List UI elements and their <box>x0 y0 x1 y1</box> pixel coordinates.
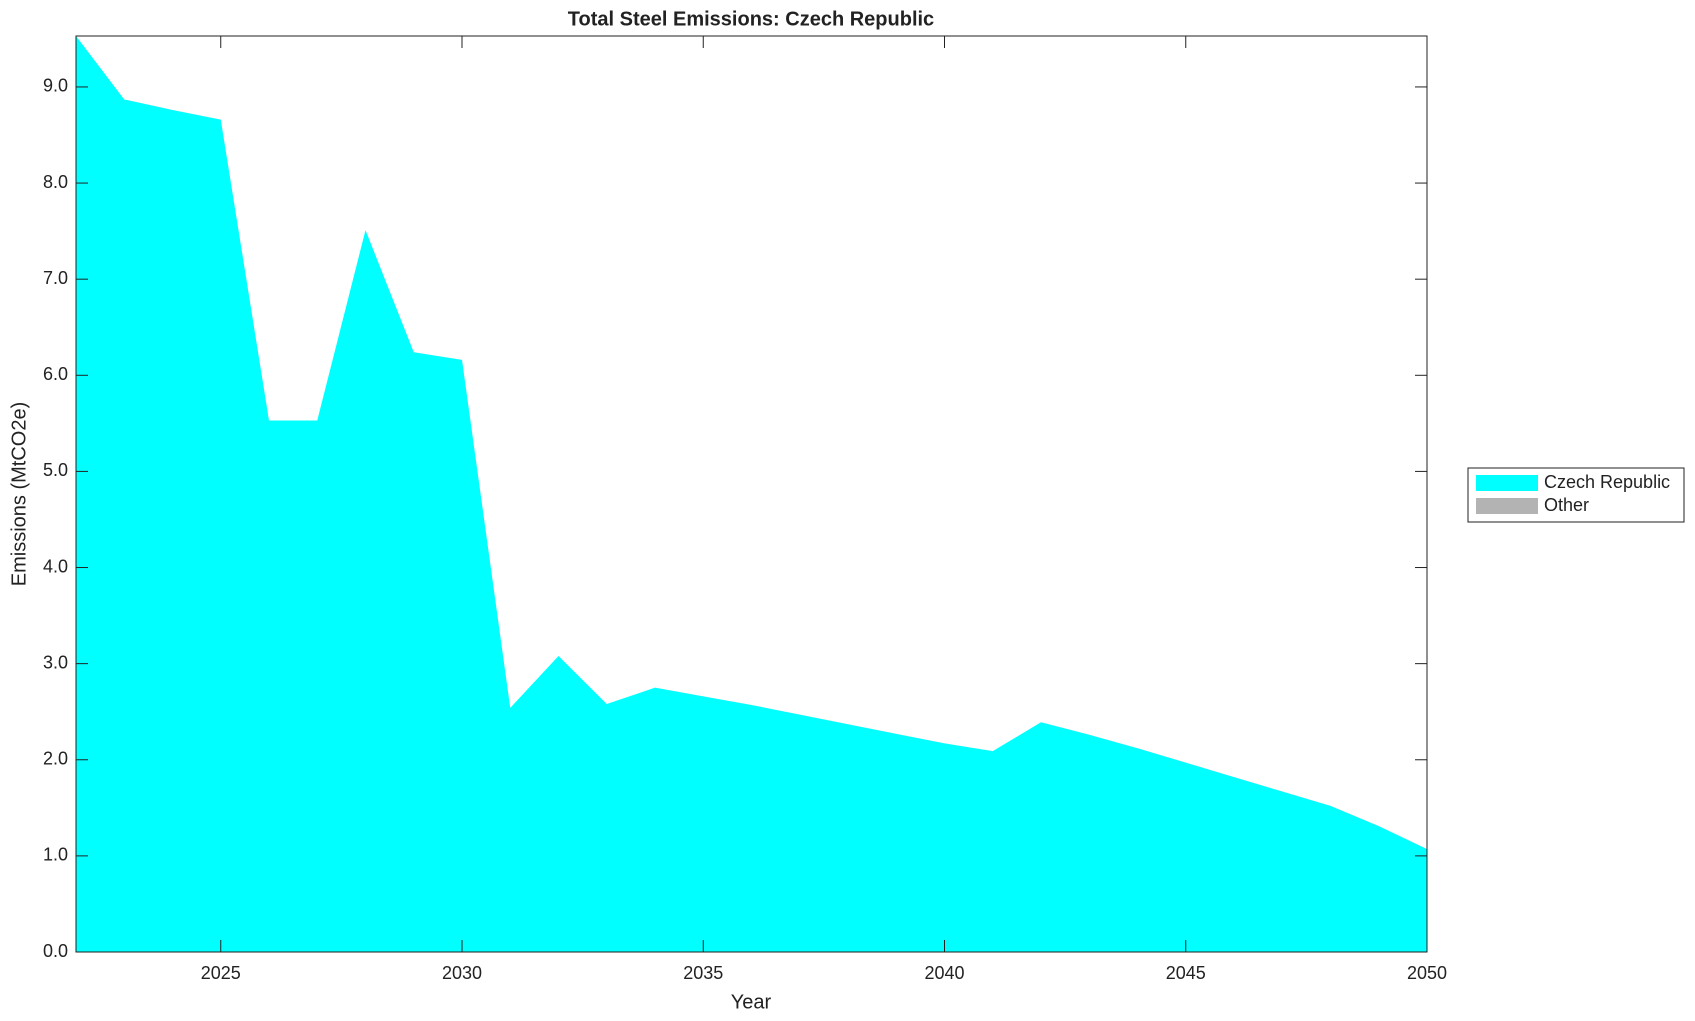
y-tick-label: 3.0 <box>43 652 68 672</box>
y-tick-label: 2.0 <box>43 749 68 769</box>
y-tick-label: 8.0 <box>43 172 68 192</box>
area <box>76 36 1427 952</box>
y-tick-label: 0.0 <box>43 941 68 961</box>
y-tick-label: 1.0 <box>43 845 68 865</box>
x-axis-label: Year <box>731 991 772 1013</box>
chart-title: Total Steel Emissions: Czech Republic <box>568 8 934 30</box>
x-tick-label: 2040 <box>924 963 964 983</box>
y-tick-label: 5.0 <box>43 460 68 480</box>
x-tick-label: 2050 <box>1407 963 1447 983</box>
y-tick-label: 9.0 <box>43 76 68 96</box>
legend-label: Other <box>1544 495 1589 515</box>
x-tick-label: 2030 <box>442 963 482 983</box>
legend-label: Czech Republic <box>1544 472 1670 492</box>
y-tick-label: 6.0 <box>43 364 68 384</box>
plot-frame <box>75 35 1428 953</box>
y-axis-label: Emissions (MtCO2e) <box>8 402 30 586</box>
y-tick-label: 4.0 <box>43 556 68 576</box>
legend-swatch <box>1476 498 1538 514</box>
x-tick-label: 2045 <box>1166 963 1206 983</box>
y-tick-label: 7.0 <box>43 268 68 288</box>
x-tick-label: 2025 <box>201 963 241 983</box>
legend-swatch <box>1476 475 1538 491</box>
x-tick-label: 2035 <box>683 963 723 983</box>
